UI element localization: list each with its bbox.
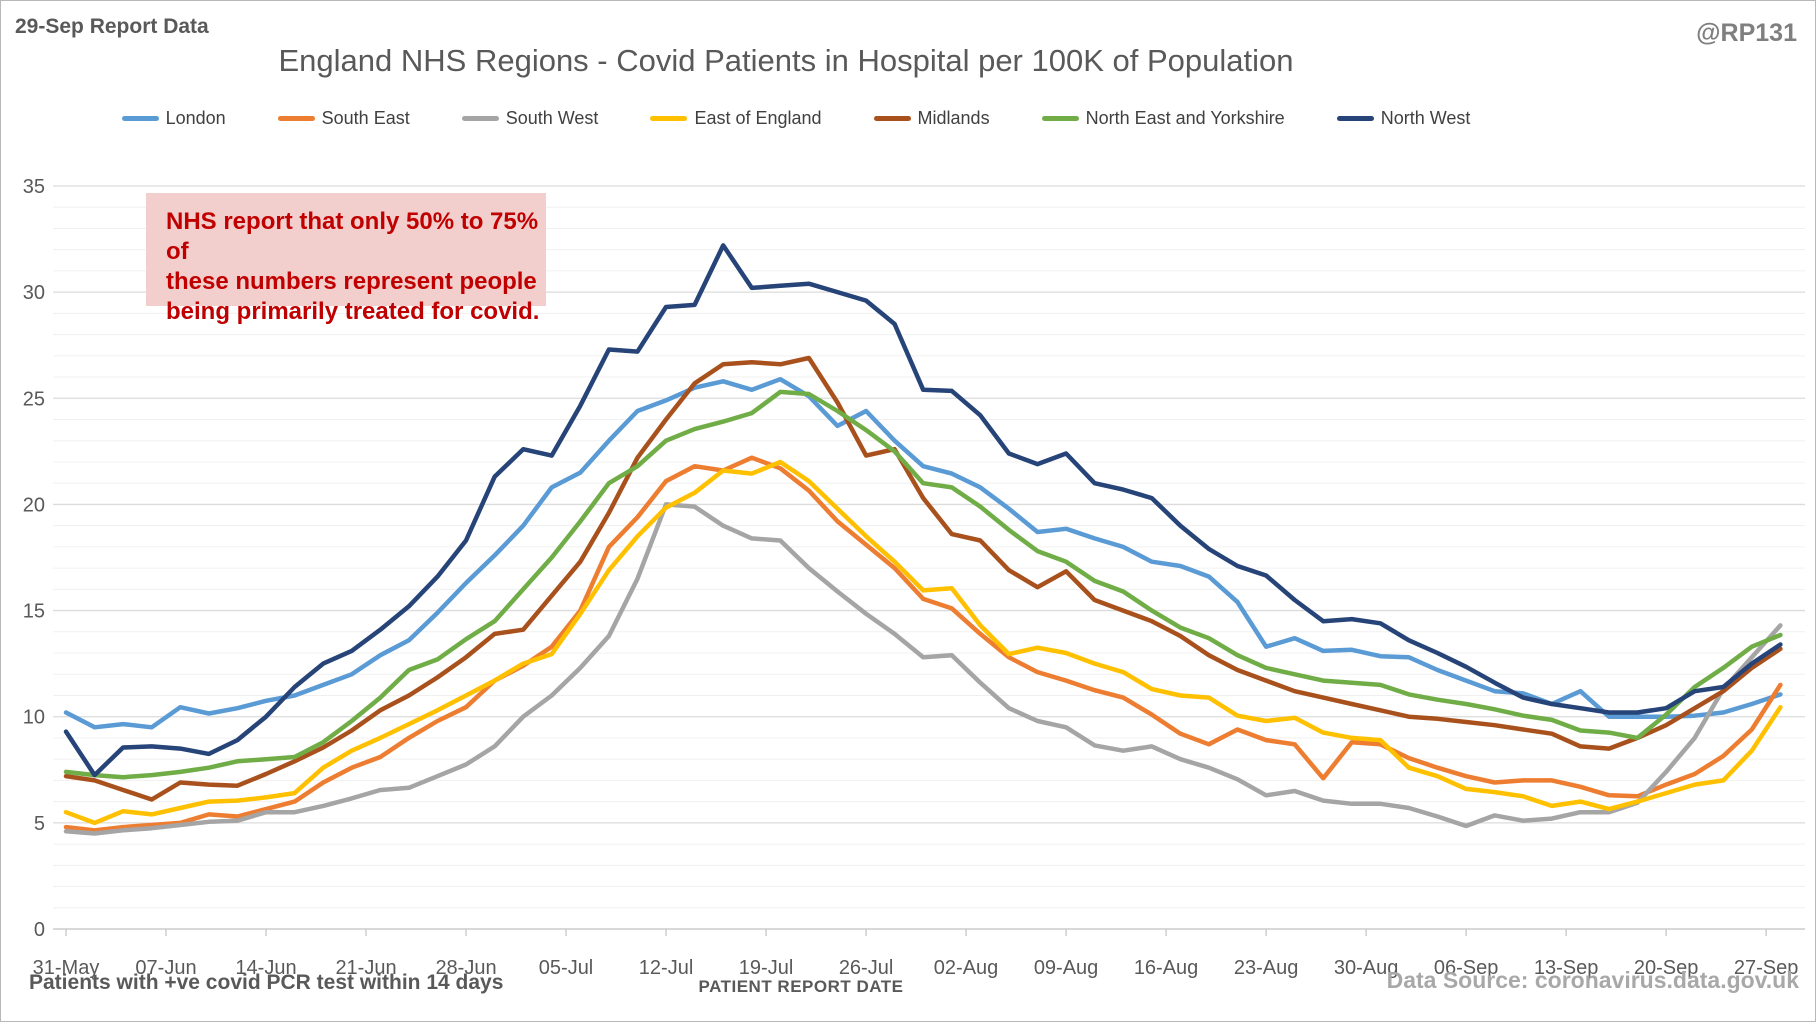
legend-swatch-north-west [1336, 116, 1374, 121]
annotation-line-2: these numbers represent people [166, 268, 537, 295]
x-tick-label: 30-Aug [1334, 957, 1399, 979]
chart-legend: London South East South West East of Englan… [1, 108, 1591, 129]
y-tick-label: 35 [23, 176, 45, 198]
x-tick-label: 26-Jul [839, 957, 893, 979]
series-line-south-west [63, 502, 1783, 836]
gridlines [53, 185, 1805, 930]
x-tick-label: 28-Jun [435, 957, 496, 979]
legend-item-south-east: South East [277, 108, 410, 129]
author-handle: @RP131 [1696, 19, 1797, 47]
legend-swatch-north-east-and-yorkshire [1041, 116, 1079, 121]
series-line-london [63, 376, 1783, 730]
y-tick-label: 20 [23, 494, 45, 516]
x-tick-label: 27-Sep [1734, 957, 1799, 979]
report-date-label: 29-Sep Report Data [15, 15, 209, 38]
chart-title: England NHS Regions - Covid Patients in … [278, 43, 1294, 78]
x-tick-label: 16-Aug [1134, 957, 1199, 979]
x-tick-label: 13-Sep [1534, 957, 1599, 979]
series-line-north-east-and-yorkshire [63, 389, 1783, 780]
series-line-south-east [63, 455, 1783, 833]
annotation-line-1: NHS report that only 50% to 75% of [166, 208, 539, 265]
data-source-label: Data Source: coronavirus.data.gov.uk [1386, 967, 1799, 993]
y-tick-label: 25 [23, 388, 45, 410]
legend-swatch-south-west [461, 116, 499, 121]
y-tick-label: 10 [23, 707, 45, 729]
legend-item-north-west: North West [1336, 108, 1471, 129]
legend-swatch-east-of-england [650, 116, 688, 121]
y-tick-label: 30 [23, 282, 45, 304]
x-tick-label: 20-Sep [1634, 957, 1699, 979]
x-tick-label: 07-Jun [135, 957, 196, 979]
legend-label-midlands: Midlands [917, 108, 990, 128]
y-axis-labels: 0 5 10 15 20 25 30 35 [23, 176, 45, 941]
x-tick-label: 23-Aug [1234, 957, 1299, 979]
legend-label-south-east: South East [321, 108, 410, 128]
x-axis-title: PATIENT REPORT DATE [698, 977, 904, 996]
x-axis-labels: 31-May 07-Jun 14-Jun 21-Jun 28-Jun 05-Jul 12-J… [33, 957, 1799, 979]
legend-item-london: London [121, 108, 226, 129]
x-tick-label: 21-Jun [335, 957, 396, 979]
legend-swatch-midlands [873, 116, 911, 121]
annotation-line-3: being primarily treated for covid. [166, 298, 540, 325]
legend-item-midlands: Midlands [873, 108, 990, 129]
series-lines [63, 243, 1783, 836]
legend-label-north-east-and-yorkshire: North East and Yorkshire [1085, 108, 1285, 128]
legend-item-east-of-england: East of England [650, 108, 822, 129]
legend-label-south-west: South West [505, 108, 599, 128]
series-line-midlands [63, 355, 1783, 802]
legend-item-north-east-and-yorkshire: North East and Yorkshire [1041, 108, 1285, 129]
x-tick-label: 31-May [33, 957, 100, 979]
legend-label-east-of-england: East of England [694, 108, 822, 128]
x-tick-label: 12-Jul [639, 957, 693, 979]
legend-swatch-south-east [277, 116, 315, 121]
x-tick-label: 14-Jun [235, 957, 296, 979]
series-line-east-of-england [63, 459, 1783, 826]
y-tick-label: 0 [34, 919, 45, 941]
legend-item-south-west: South West [461, 108, 599, 129]
x-tick-label: 02-Aug [934, 957, 999, 979]
series-line-north-west [63, 243, 1783, 778]
x-tick-label: 06-Sep [1434, 957, 1499, 979]
x-tick-label: 19-Jul [739, 957, 793, 979]
legend-swatch-london [121, 116, 159, 121]
legend-label-north-west: North West [1380, 108, 1471, 128]
annotation-box: NHS report that only 50% to 75% of these… [146, 193, 546, 325]
x-tick-label: 05-Jul [539, 957, 593, 979]
x-axis [53, 928, 1805, 936]
y-tick-label: 5 [34, 813, 45, 835]
y-tick-label: 15 [23, 601, 45, 623]
footnote-pcr: Patients with +ve covid PCR test within … [29, 971, 504, 994]
legend-label-london: London [165, 108, 226, 128]
x-tick-label: 09-Aug [1034, 957, 1099, 979]
